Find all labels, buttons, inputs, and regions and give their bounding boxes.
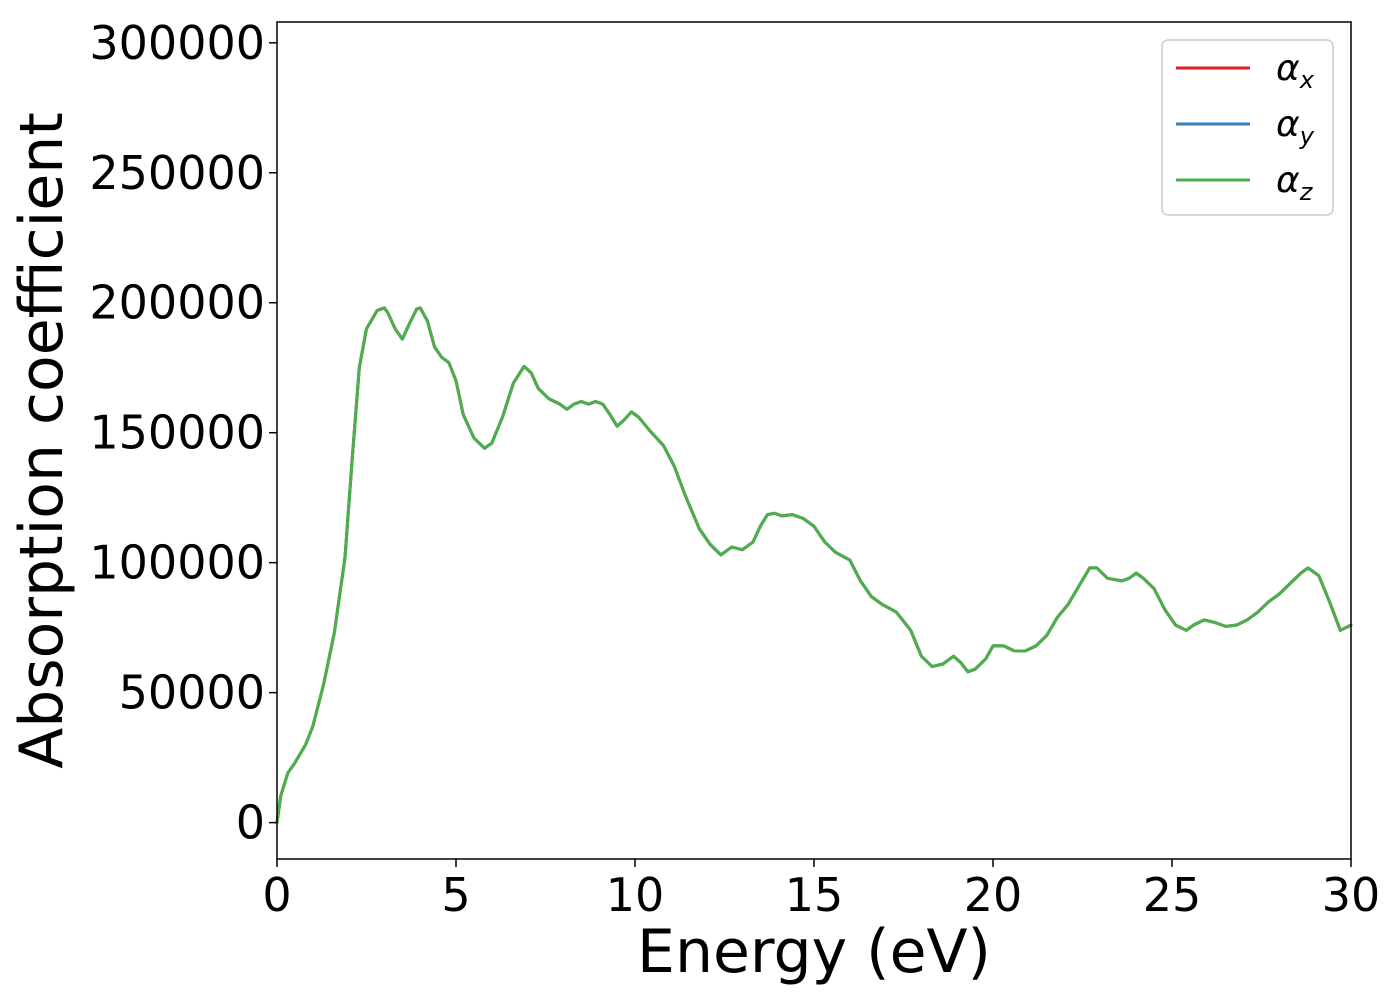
y-tick-label: 250000 xyxy=(89,146,265,200)
y-tick-label: 50000 xyxy=(119,666,265,720)
x-tick-label: 15 xyxy=(785,868,844,922)
x-tick-label: 5 xyxy=(441,868,470,922)
legend-box xyxy=(1161,39,1334,216)
x-axis: 0 5 10 15 20 25 30 xyxy=(262,859,1380,922)
legend-label-x: αx xyxy=(1276,48,1315,94)
y-tick-label: 300000 xyxy=(89,16,265,70)
x-tick-label: 0 xyxy=(262,868,291,922)
x-tick-label: 25 xyxy=(1143,868,1202,922)
y-tick-label: 150000 xyxy=(89,406,265,460)
x-axis-title: Energy (eV) xyxy=(637,917,991,987)
y-axis-title: Absorption coefficient xyxy=(7,112,77,769)
legend-label-y: αy xyxy=(1276,104,1315,150)
series-line-z xyxy=(275,306,1353,825)
x-tick-label: 20 xyxy=(964,868,1023,922)
legend-label-z: αz xyxy=(1276,160,1314,206)
series-layer xyxy=(275,306,1353,825)
y-tick-label: 200000 xyxy=(89,276,265,330)
y-tick-label: 100000 xyxy=(89,536,265,590)
x-tick-label: 10 xyxy=(606,868,665,922)
x-tick-label: 30 xyxy=(1322,868,1381,922)
y-tick-label: 0 xyxy=(236,796,265,850)
legend: αx αy αz xyxy=(1161,39,1334,216)
y-axis: 0 50000 100000 150000 200000 250000 300000 xyxy=(89,16,277,850)
